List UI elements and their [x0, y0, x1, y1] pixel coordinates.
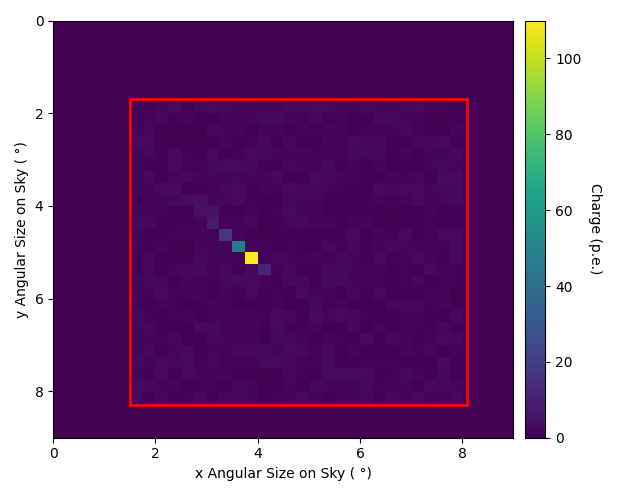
X-axis label: x Angular Size on Sky ( °): x Angular Size on Sky ( °) [195, 467, 372, 481]
Y-axis label: y Angular Size on Sky ( °): y Angular Size on Sky ( °) [15, 141, 29, 317]
Bar [130, 99, 468, 405]
Y-axis label: Charge (p.e.): Charge (p.e.) [588, 184, 602, 275]
